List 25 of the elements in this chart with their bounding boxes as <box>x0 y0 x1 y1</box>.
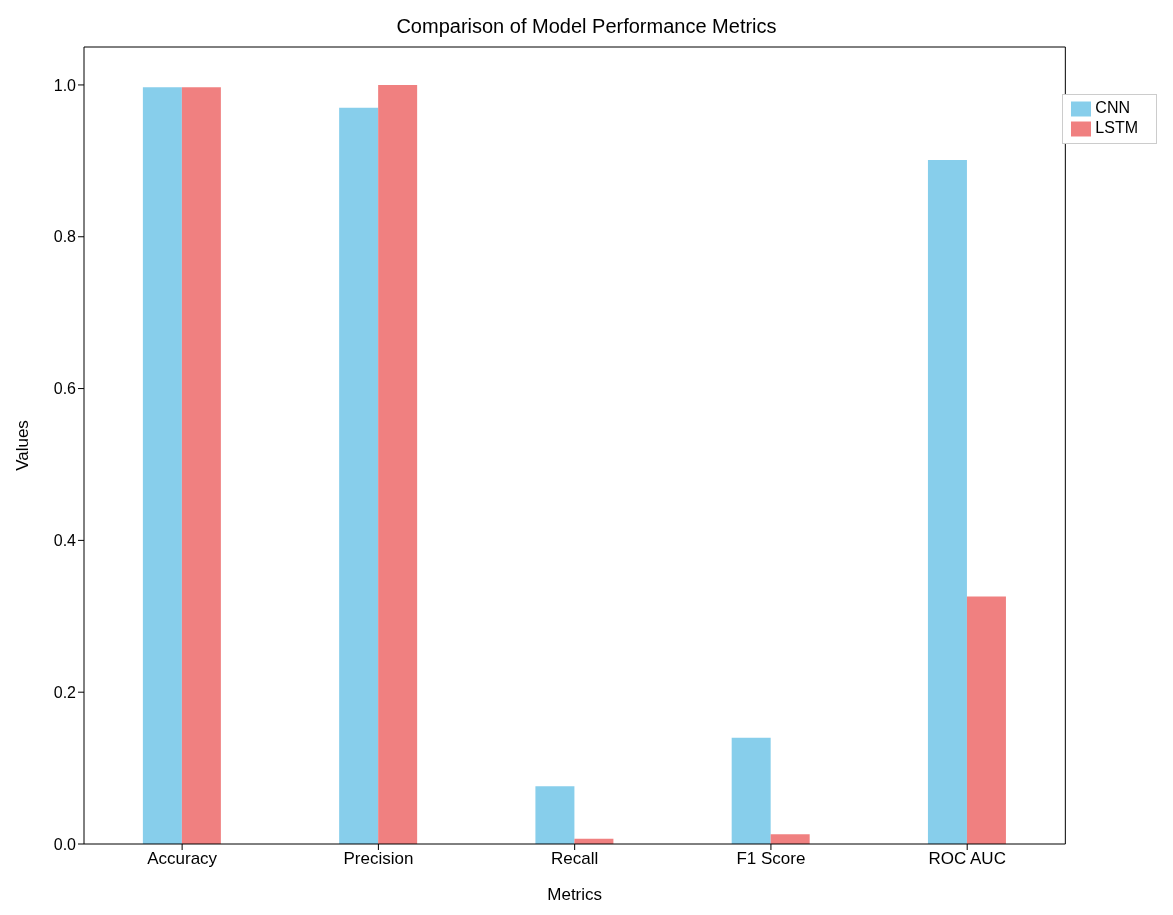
bar <box>927 160 967 844</box>
bar <box>966 596 1006 844</box>
x-tick-label: Precision <box>343 849 414 869</box>
legend-label: LSTM <box>1095 119 1138 137</box>
bar <box>770 834 810 844</box>
bar <box>142 87 182 844</box>
legend-label: CNN <box>1095 99 1130 117</box>
bar <box>535 786 575 844</box>
bar <box>731 737 771 844</box>
x-tick-label: ROC AUC <box>928 849 1006 869</box>
y-axis-title: Values <box>13 420 33 471</box>
bar <box>339 107 379 844</box>
x-tick-label: F1 Score <box>736 849 806 869</box>
x-tick-label: Accuracy <box>147 849 218 869</box>
chart-title: Comparison of Model Performance Metrics <box>395 14 778 39</box>
y-tick-label: 1.0 <box>53 76 77 94</box>
y-tick-label: 0.0 <box>53 835 77 853</box>
x-tick-label: Recall <box>551 849 599 869</box>
bar <box>378 84 418 844</box>
y-tick-label: 0.4 <box>53 532 77 550</box>
x-axis-title: Metrics <box>547 885 603 904</box>
y-tick-label: 0.6 <box>53 380 77 398</box>
y-tick-label: 0.8 <box>53 228 77 246</box>
y-tick-label: 0.2 <box>53 683 77 701</box>
bar <box>181 87 221 844</box>
